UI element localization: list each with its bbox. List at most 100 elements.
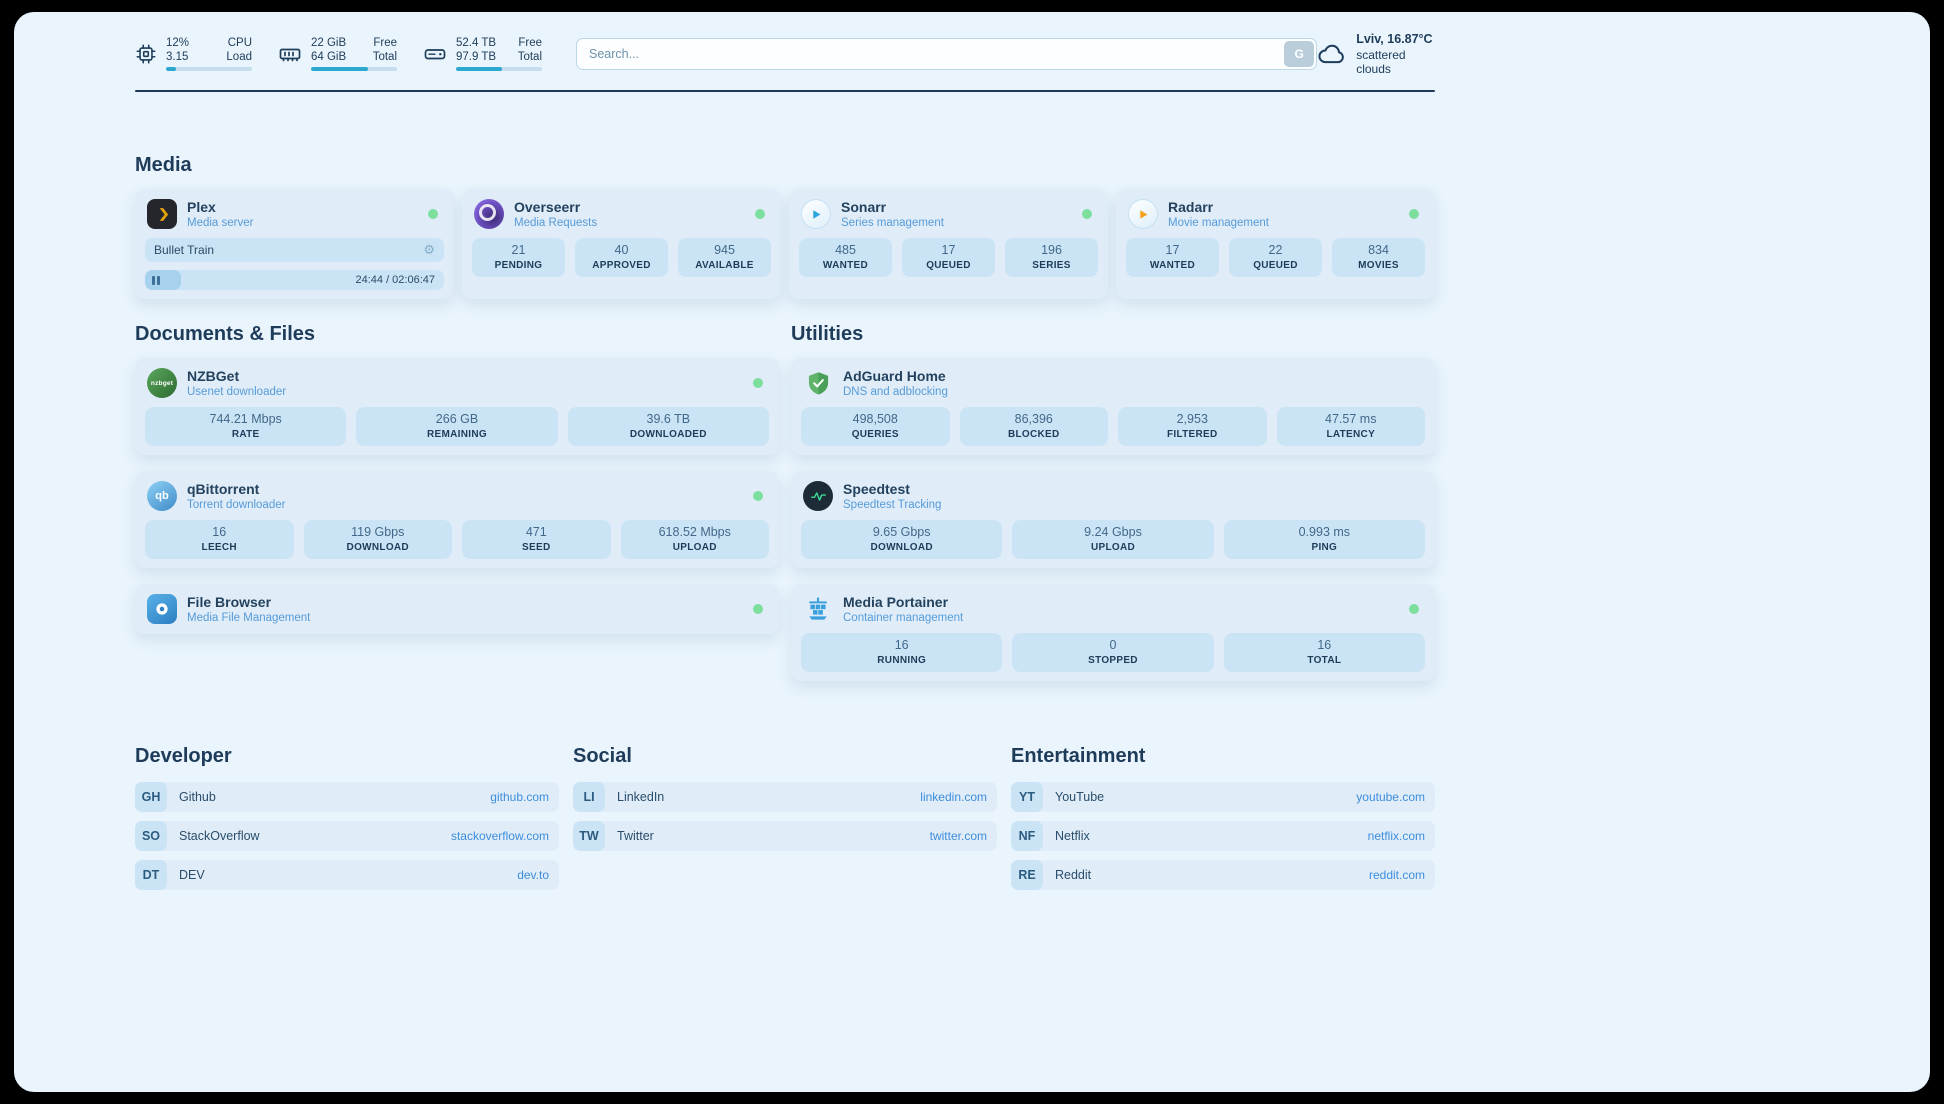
stat-download: 119 Gbps DOWNLOAD — [303, 520, 452, 560]
ram-usage-bar — [311, 67, 397, 71]
media-section-title: Media — [135, 154, 192, 176]
section-documents: Documents & Files nzbget NZBGet Usenet d… — [135, 323, 779, 650]
sonarr-icon — [801, 199, 831, 230]
topbar-divider — [135, 90, 1435, 92]
bookmark-name: Reddit — [1055, 868, 1092, 883]
app-name: File Browser — [187, 594, 272, 611]
stat-pending: 21 PENDING — [472, 238, 565, 278]
card-overseerr[interactable]: Overseerr Media Requests 21 PENDING 40 APP… — [462, 189, 781, 300]
bookmark-url: netflix.com — [1367, 829, 1425, 844]
bookmark-linkedin[interactable]: LI LinkedIn linkedin.com — [573, 782, 997, 813]
card-filebrowser[interactable]: File Browser Media File Management — [135, 584, 779, 635]
card-adguard[interactable]: AdGuard Home DNS and adblocking 498,508 Q… — [791, 358, 1435, 456]
bookmark-url: linkedin.com — [920, 790, 987, 805]
nzbget-icon: nzbget — [147, 368, 177, 399]
bookmark-url: stackoverflow.com — [450, 829, 549, 844]
cpu-load-value: 3.15 — [166, 51, 189, 63]
app-subtitle: Media File Management — [187, 612, 311, 625]
bookmark-url: twitter.com — [929, 829, 987, 844]
cpu-icon — [135, 43, 157, 65]
bookmark-abbr: YT — [1011, 782, 1043, 813]
stat-approved: 40 APPROVED — [575, 238, 668, 278]
card-sonarr[interactable]: Sonarr Series management 485 WANTED 17 QUE… — [789, 189, 1108, 300]
bookmark-abbr: RE — [1011, 860, 1043, 891]
system-widgets: 12% 3.15 CPU Load — [135, 37, 542, 71]
bookmark-url: github.com — [490, 790, 549, 805]
cloud-icon — [1317, 39, 1347, 69]
bookmarks-developer: Developer GH Github github.com SO StackO… — [135, 745, 559, 899]
app-subtitle: Media Requests — [514, 217, 598, 230]
stat-seed: 471 SEED — [462, 520, 611, 560]
bookmark-twitter[interactable]: TW Twitter twitter.com — [573, 821, 997, 852]
utilities-section-title: Utilities — [791, 323, 864, 346]
app-name: AdGuard Home — [843, 368, 946, 385]
bookmark-github[interactable]: GH Github github.com — [135, 782, 559, 813]
stat-filtered: 2,953 FILTERED — [1118, 407, 1267, 447]
entertainment-section-title: Entertainment — [1011, 745, 1146, 768]
adguard-icon — [803, 368, 833, 398]
disk-total-value: 97.9 TB — [456, 51, 497, 63]
card-radarr[interactable]: Radarr Movie management 17 WANTED 22 QUEUE… — [1116, 189, 1435, 300]
stat-upload: 9.24 Gbps UPLOAD — [1012, 520, 1214, 560]
cpu-widget: 12% 3.15 CPU Load — [135, 37, 252, 71]
card-speedtest[interactable]: Speedtest Speedtest Tracking 9.65 Gbps DO… — [791, 471, 1435, 569]
disk-widget: 52.4 TB 97.9 TB Free Total — [423, 37, 542, 71]
stat-queued: 22 QUEUED — [1229, 238, 1322, 278]
app-subtitle: Movie management — [1168, 217, 1269, 230]
cpu-usage-bar — [166, 67, 252, 71]
dashboard-page: 12% 3.15 CPU Load — [14, 12, 1930, 1092]
app-name: Radarr — [1168, 199, 1214, 215]
plex-icon — [147, 199, 177, 230]
bookmark-abbr: NF — [1011, 821, 1043, 852]
bookmark-reddit[interactable]: RE Reddit reddit.com — [1011, 860, 1435, 891]
card-plex[interactable]: Plex Media server Bullet Train ⚙ 24:44 — [135, 189, 454, 300]
status-dot — [1082, 209, 1092, 220]
status-dot — [1409, 209, 1419, 220]
bookmark-name: Twitter — [617, 829, 654, 844]
status-dot — [753, 378, 763, 389]
status-dot — [1409, 604, 1419, 615]
app-subtitle: DNS and adblocking — [843, 386, 948, 399]
now-playing-title: Bullet Train — [154, 243, 215, 258]
plex-progress-bar[interactable]: 24:44 / 02:06:47 — [145, 270, 444, 291]
section-utilities: Utilities AdGuard Home DNS and adblockin… — [791, 323, 1435, 697]
bookmark-youtube[interactable]: YT YouTube youtube.com — [1011, 782, 1435, 813]
ram-icon — [278, 42, 302, 66]
cpu-load-label: Load — [226, 51, 252, 63]
stat-movies: 834 MOVIES — [1332, 238, 1425, 278]
ram-free-value: 22 GiB — [311, 37, 347, 49]
card-nzbget[interactable]: nzbget NZBGet Usenet downloader 744.21 M… — [135, 358, 779, 456]
stat-wanted: 17 WANTED — [1126, 238, 1219, 278]
stat-available: 945 AVAILABLE — [678, 238, 771, 278]
gear-icon[interactable]: ⚙ — [423, 242, 435, 258]
bookmark-url: dev.to — [517, 868, 549, 883]
overseerr-icon — [474, 199, 504, 230]
bookmark-name: Github — [179, 790, 216, 805]
stat-stopped: 0 STOPPED — [1012, 633, 1214, 673]
radarr-icon — [1128, 199, 1158, 230]
bookmark-name: Netflix — [1055, 829, 1090, 844]
qbittorrent-icon: qb — [147, 481, 177, 512]
disk-free-value: 52.4 TB — [456, 37, 497, 49]
top-bar: 12% 3.15 CPU Load — [135, 12, 1435, 76]
bookmark-netflix[interactable]: NF Netflix netflix.com — [1011, 821, 1435, 852]
plex-playback-time: 24:44 / 02:06:47 — [355, 274, 435, 287]
cpu-percent: 12% — [166, 37, 190, 49]
stat-rate: 744.21 Mbps RATE — [145, 407, 347, 447]
stat-latency: 47.57 ms LATENCY — [1276, 407, 1425, 447]
bookmark-dev[interactable]: DT DEV dev.to — [135, 860, 559, 891]
weather-widget: Lviv, 16.87°C scattered clouds — [1317, 32, 1435, 76]
pause-icon[interactable] — [152, 275, 160, 285]
card-qbittorrent[interactable]: qb qBittorrent Torrent downloader 16 LEEC… — [135, 471, 779, 569]
ram-total-label: Total — [372, 51, 397, 63]
status-dot — [753, 604, 763, 615]
bookmark-stackoverflow[interactable]: SO StackOverflow stackoverflow.com — [135, 821, 559, 852]
ram-total-value: 64 GiB — [311, 51, 347, 63]
search-input[interactable] — [579, 47, 1285, 61]
bookmark-name: YouTube — [1055, 790, 1105, 805]
search-engine-button[interactable]: G — [1284, 41, 1315, 67]
filebrowser-icon — [147, 594, 177, 625]
stat-series: 196 SERIES — [1005, 238, 1098, 278]
card-portainer[interactable]: Media Portainer Container management 16 R… — [791, 584, 1435, 682]
stat-download: 9.65 Gbps DOWNLOAD — [801, 520, 1003, 560]
